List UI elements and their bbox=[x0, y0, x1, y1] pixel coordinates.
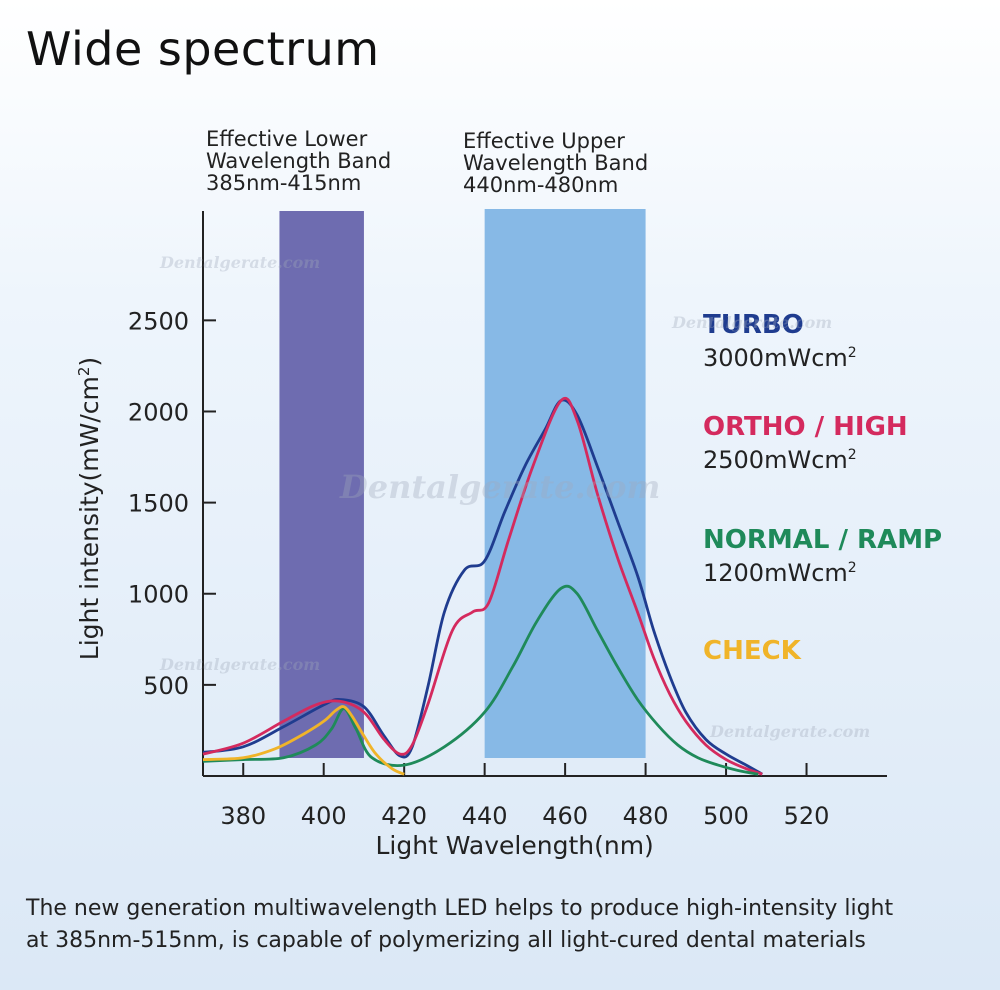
y-tick-label: 2000 bbox=[128, 398, 189, 426]
x-tick-label: 380 bbox=[220, 802, 266, 830]
series-line-turbo bbox=[202, 398, 763, 776]
upper-band-label-line-3: 440nm-480nm bbox=[463, 173, 619, 197]
watermark: Dentalgerate.com bbox=[160, 655, 321, 674]
x-tick-label: 460 bbox=[542, 802, 588, 830]
series-line-ortho-high bbox=[202, 396, 763, 776]
legend-item-turbo: TURBO 3000mWcm2 bbox=[703, 310, 857, 371]
upper-band-label-line-1: Effective Upper bbox=[463, 129, 625, 153]
footer-line-2: at 385nm-515nm, is capable of polymerizi… bbox=[26, 928, 866, 953]
legend-item-check: CHECK bbox=[703, 636, 801, 666]
footer-line-1: The new generation multiwavelength LED h… bbox=[26, 896, 894, 921]
lower-band-label-line-1: Effective Lower bbox=[206, 127, 368, 151]
legend-item-ortho-high: ORTHO / HIGH 2500mWcm2 bbox=[703, 412, 908, 473]
watermark: Dentalgerate.com bbox=[672, 313, 833, 332]
y-tick-label: 1500 bbox=[128, 490, 189, 518]
watermark: Dentalgerate.com bbox=[160, 253, 321, 272]
watermark: Dentalgerate.com bbox=[710, 722, 871, 741]
legend-value-normal-ramp: 1200mWcm2 bbox=[703, 559, 857, 587]
x-axis-title: Light Wavelength(nm) bbox=[375, 831, 653, 860]
series-line-check bbox=[202, 705, 405, 776]
y-tick-label: 500 bbox=[143, 672, 189, 700]
y-tick-label: 1000 bbox=[128, 581, 189, 609]
axes-layer: 500 1000 1500 2000 2500 380 400 420 440 460 480 500… bbox=[128, 211, 887, 830]
labels-layer: Light Wavelength(nm) Light intensity(mW/c… bbox=[75, 357, 654, 860]
lower-band-label-line-2: Wavelength Band bbox=[206, 149, 392, 173]
page-title: Wide spectrum bbox=[26, 22, 380, 76]
legend-item-normal-ramp: NORMAL / RAMP 1200mWcm2 bbox=[703, 525, 942, 586]
upper-band-label-line-2: Wavelength Band bbox=[463, 151, 649, 175]
x-tick-label: 480 bbox=[623, 802, 669, 830]
x-tick-label: 520 bbox=[784, 802, 830, 830]
footer-description: The new generation multiwavelength LED h… bbox=[26, 893, 976, 957]
series-line-normal-ramp bbox=[202, 584, 759, 776]
watermark: Dentalgerate.com bbox=[340, 468, 661, 506]
series-layer bbox=[202, 396, 763, 776]
legend-name-normal-ramp: NORMAL / RAMP bbox=[703, 525, 943, 555]
x-tick-label: 420 bbox=[381, 802, 427, 830]
legend-name-turbo: TURBO bbox=[703, 310, 804, 340]
legend-name-check: CHECK bbox=[703, 636, 801, 666]
lower-band-label-line-3: 385nm-415nm bbox=[206, 171, 362, 195]
y-axis-title: Light intensity(mW/cm2) bbox=[75, 357, 104, 660]
legend-name-ortho-high: ORTHO / HIGH bbox=[703, 412, 908, 442]
lower-band-label: Effective Lower Wavelength Band 385nm-41… bbox=[206, 128, 391, 194]
x-tick-label: 400 bbox=[301, 802, 347, 830]
x-tick-label: 500 bbox=[703, 802, 749, 830]
legend-value-turbo: 3000mWcm2 bbox=[703, 344, 857, 372]
upper-band-label: Effective Upper Wavelength Band 440nm-48… bbox=[463, 130, 648, 196]
x-tick-label: 440 bbox=[462, 802, 508, 830]
legend-value-ortho-high: 2500mWcm2 bbox=[703, 446, 857, 474]
y-tick-label: 2500 bbox=[128, 307, 189, 335]
lower-band-rect bbox=[279, 211, 364, 758]
